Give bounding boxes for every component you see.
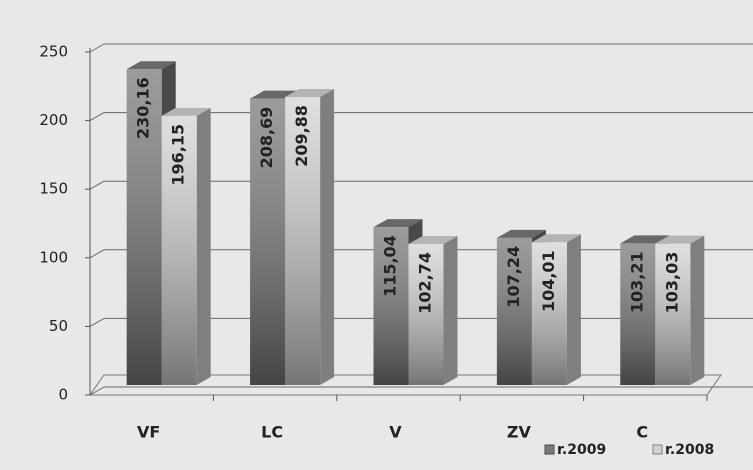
x-tick-label: LC — [261, 423, 283, 442]
value-label: 208,69 — [257, 107, 276, 169]
x-tick-label: VF — [137, 423, 160, 442]
bar-shade — [408, 244, 444, 385]
y-tick-label: 50 — [49, 317, 68, 335]
bar-top — [496, 229, 546, 238]
bar-top — [531, 234, 581, 243]
value-label: 209,88 — [292, 105, 311, 167]
legend-label: r.2009 — [557, 442, 606, 458]
bar-top — [161, 107, 211, 116]
y-tick-label: 150 — [39, 180, 68, 198]
bar-top — [655, 235, 705, 244]
bar-shade — [620, 243, 656, 385]
bar-top — [285, 89, 335, 98]
bar-shade — [655, 243, 691, 385]
value-label: 196,15 — [169, 124, 188, 186]
value-label: 103,21 — [627, 251, 646, 313]
legend-label: r.2008 — [665, 442, 714, 458]
y-tick-label: 100 — [39, 248, 68, 266]
bar-shade — [126, 69, 162, 385]
x-tick-label: ZV — [507, 423, 532, 442]
x-tick-label: C — [636, 423, 648, 442]
grid-line — [89, 112, 105, 122]
x-tick-label: V — [389, 423, 402, 442]
grid-line — [89, 180, 105, 190]
bar-side — [196, 107, 211, 385]
bar-top — [126, 61, 176, 70]
floor — [89, 374, 722, 396]
y-tick-label: 200 — [39, 111, 68, 129]
bar-top — [620, 235, 670, 244]
value-label: 102,74 — [416, 252, 435, 314]
bar-side — [566, 234, 581, 385]
value-label: 115,04 — [381, 235, 400, 297]
bar-side — [690, 235, 705, 385]
y-tick-label: 250 — [39, 43, 68, 61]
value-label: 230,16 — [134, 77, 153, 139]
bar-side — [443, 236, 458, 385]
bar-shade — [285, 97, 321, 385]
bar-side — [320, 89, 335, 385]
grid-line — [89, 249, 105, 259]
bar-shade — [496, 237, 532, 385]
bar-shade — [531, 242, 567, 385]
value-label: 103,03 — [662, 252, 681, 314]
legend-swatch — [544, 444, 555, 455]
grid-line — [89, 317, 105, 327]
bar-top — [408, 236, 458, 245]
grid-line — [89, 386, 105, 396]
value-label: 104,01 — [539, 250, 558, 312]
bar-top — [373, 219, 423, 228]
grid-line — [89, 43, 105, 53]
y-tick-label: 0 — [58, 386, 68, 404]
bar-shade — [250, 98, 286, 386]
legend-swatch — [652, 444, 663, 455]
value-label: 107,24 — [504, 246, 523, 308]
bar-shade — [373, 227, 409, 385]
bar-shade — [161, 115, 197, 385]
